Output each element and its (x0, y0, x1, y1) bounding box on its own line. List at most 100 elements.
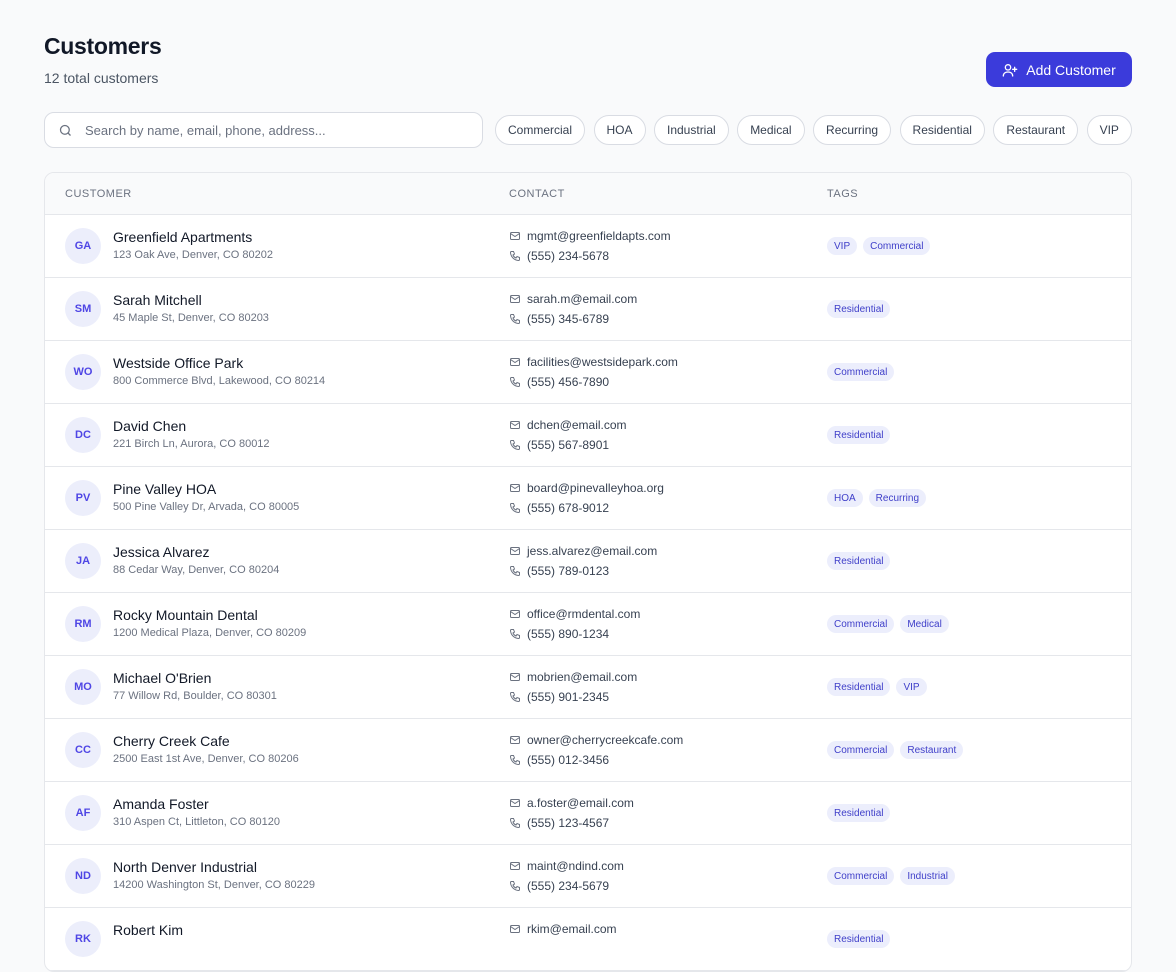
customer-row[interactable]: JA Jessica Alvarez 88 Cedar Way, Denver, C… (45, 530, 1131, 593)
customer-row[interactable]: RM Rocky Mountain Dental 1200 Medical Plaz… (45, 593, 1131, 656)
phone: (555) 678-9012 (509, 501, 609, 515)
tag: Commercial (827, 615, 895, 633)
customer-name: Westside Office Park (113, 355, 244, 371)
email: a.foster@email.com (509, 796, 634, 810)
customer-name: Sarah Mitchell (113, 292, 202, 308)
customer-name: Robert Kim (113, 922, 184, 938)
phone-text: (555) 234-5678 (527, 249, 610, 263)
email-text: rkim@email.com (527, 922, 617, 936)
phone: (555) 901-2345 (509, 690, 609, 704)
customer-name: Jessica Alvarez (113, 544, 210, 560)
phone-text: (555) 789-0123 (527, 564, 610, 578)
email-text: facilities@westsidepark.com (527, 355, 678, 369)
tag-list: Residential VIP (827, 678, 927, 696)
tag-list: Commercial (827, 363, 895, 381)
email: mgmt@greenfieldapts.com (509, 229, 671, 243)
customer-name: David Chen (113, 418, 187, 434)
phone: (555) 567-8901 (509, 438, 609, 452)
customer-name: North Denver Industrial (113, 859, 257, 875)
phone: (555) 789-0123 (509, 564, 609, 578)
phone: (555) 234-5678 (509, 249, 609, 263)
customer-name: Pine Valley HOA (113, 481, 217, 497)
customer-row[interactable]: ND North Denver Industrial 14200 Washingto… (45, 845, 1131, 908)
tag: Residential (827, 678, 891, 696)
avatar: RM (65, 606, 101, 642)
customer-row[interactable]: RK Robert Kim rkim@email.com Residential (45, 908, 1131, 971)
filter-chip[interactable]: Commercial (495, 115, 586, 145)
tag: VIP (896, 678, 927, 696)
column-header: CONTACT (509, 188, 565, 200)
phone-icon (509, 755, 520, 766)
customer-address: 123 Oak Ave, Denver, CO 80202 (113, 249, 274, 261)
tag: Residential (827, 552, 891, 570)
customer-address: 221 Birch Ln, Aurora, CO 80012 (113, 438, 270, 450)
filter-chip[interactable]: VIP (1086, 115, 1132, 145)
filter-chip[interactable]: Restaurant (993, 115, 1079, 145)
email: rkim@email.com (509, 922, 617, 936)
customer-row[interactable]: AF Amanda Foster 310 Aspen Ct, Littleton, … (45, 782, 1131, 845)
avatar: AF (65, 795, 101, 831)
filter-chip[interactable]: Industrial (654, 115, 729, 145)
customer-row[interactable]: DC David Chen 221 Birch Ln, Aurora, CO 800… (45, 404, 1131, 467)
mail-icon (510, 799, 520, 807)
filter-chip[interactable]: Recurring (813, 115, 892, 145)
phone-icon (509, 314, 520, 325)
phone-icon (509, 818, 520, 829)
customer-row[interactable]: SM Sarah Mitchell 45 Maple St, Denver, CO … (45, 278, 1131, 341)
mail-icon (510, 736, 520, 744)
avatar: WO (65, 354, 101, 390)
search-input[interactable]: Search by name, email, phone, address... (44, 112, 483, 148)
email: facilities@westsidepark.com (509, 355, 678, 369)
search-placeholder: Search by name, email, phone, address... (85, 122, 326, 138)
tag-list: Residential (827, 300, 891, 318)
phone: (555) 890-1234 (509, 627, 609, 641)
page-title: Customers (44, 33, 162, 59)
tag: Commercial (863, 237, 931, 255)
customer-address: 45 Maple St, Denver, CO 80203 (113, 312, 269, 324)
customer-table: CUSTOMER CONTACT TAGS GA Greenfield Apart… (44, 172, 1132, 972)
tag-list: HOA Recurring (827, 489, 927, 507)
filter-chip[interactable]: Residential (899, 115, 985, 145)
phone: (555) 234-5679 (509, 879, 609, 893)
phone-text: (555) 567-8901 (527, 438, 610, 452)
button-label: Add Customer (1026, 61, 1116, 78)
customer-row[interactable]: PV Pine Valley HOA 500 Pine Valley Dr, Arv… (45, 467, 1131, 530)
page: Customers 12 total customers Add Custome… (44, 33, 1132, 972)
mail-icon (510, 673, 520, 681)
tag: Residential (827, 426, 891, 444)
customer-row[interactable]: WO Westside Office Park 800 Commerce Blvd,… (45, 341, 1131, 404)
customer-row[interactable]: MO Michael O'Brien 77 Willow Rd, Boulder, … (45, 656, 1131, 719)
email-text: mobrien@email.com (527, 670, 638, 684)
avatar: MO (65, 669, 101, 705)
avatar: PV (65, 480, 101, 516)
phone-text: (555) 678-9012 (527, 501, 610, 515)
mail-icon (510, 925, 520, 933)
customer-name: Cherry Creek Cafe (113, 733, 230, 749)
tag-list: Residential (827, 426, 891, 444)
filter-bar: Commercial HOA Industrial Medical Recurring R… (495, 115, 1132, 145)
phone-icon (509, 503, 520, 514)
avatar: DC (65, 417, 101, 453)
email: jess.alvarez@email.com (509, 544, 657, 558)
filter-chip[interactable]: HOA (593, 115, 646, 145)
customer-count: 12 total customers (44, 70, 159, 86)
email: owner@cherrycreekcafe.com (509, 733, 683, 747)
table-header: CUSTOMER CONTACT TAGS (45, 173, 1131, 215)
mail-icon (510, 610, 520, 618)
tag: Restaurant (900, 741, 964, 759)
phone-icon (509, 377, 520, 388)
add-customer-button[interactable]: Add Customer (986, 52, 1132, 87)
mail-icon (510, 232, 520, 240)
phone-text: (555) 456-7890 (527, 375, 610, 389)
customer-address: 500 Pine Valley Dr, Arvada, CO 80005 (113, 501, 300, 513)
tag: Commercial (827, 741, 895, 759)
tag-list: Residential (827, 930, 891, 948)
tag: Residential (827, 300, 891, 318)
customer-row[interactable]: CC Cherry Creek Cafe 2500 East 1st Ave, De… (45, 719, 1131, 782)
customer-row[interactable]: GA Greenfield Apartments 123 Oak Ave, Denv… (45, 215, 1131, 278)
filter-chip[interactable]: Medical (737, 115, 805, 145)
avatar: CC (65, 732, 101, 768)
customer-name: Greenfield Apartments (113, 229, 253, 245)
tag: Industrial (900, 867, 955, 885)
phone-icon (509, 881, 520, 892)
